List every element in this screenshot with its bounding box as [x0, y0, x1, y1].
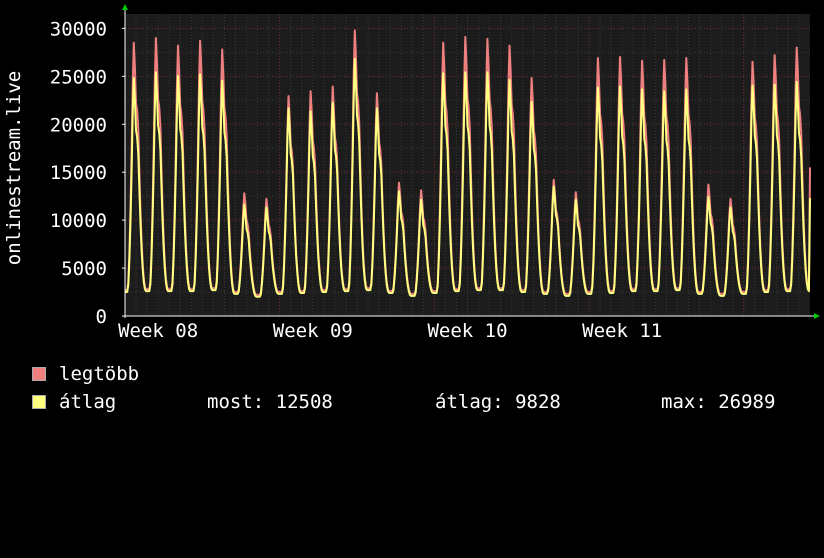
- axes: [122, 4, 820, 319]
- y-ticks: 0 5000 10000 15000 20000 25000 30000: [50, 18, 125, 328]
- grid: [124, 14, 810, 316]
- x-tick-label: Week 09: [273, 320, 353, 342]
- legend-label-avg: átlag: [59, 391, 117, 413]
- legend-swatch-avg: [32, 395, 46, 409]
- y-tick-label: 0: [96, 306, 107, 328]
- y-tick-label: 25000: [50, 66, 107, 88]
- x-tick-label: Week 11: [582, 320, 662, 342]
- y-axis-label: onlinestream.live: [3, 71, 25, 265]
- y-tick-label: 10000: [50, 210, 107, 232]
- y-tick-label: 30000: [50, 18, 107, 40]
- legend-swatch-max: [32, 367, 46, 381]
- series-line-avg: [125, 57, 811, 298]
- stat-now: most: 12508: [207, 391, 333, 413]
- graph-panel: 0 5000 10000 15000 20000 25000 30000 Week 08 We…: [3, 4, 820, 414]
- x-tick-label: Week 10: [427, 320, 507, 342]
- x-tick-label: Week 08: [118, 320, 198, 342]
- y-tick-label: 20000: [50, 114, 107, 136]
- legend-label-max: legtöbb: [59, 363, 140, 385]
- y-axis-arrow: [122, 4, 128, 10]
- stat-maximum: max: 26989: [661, 391, 776, 413]
- x-ticks: Week 08 Week 09 Week 10 Week 11: [118, 320, 662, 342]
- stat-average: átlag: 9828: [435, 391, 561, 413]
- legend-item-avg: átlag most: 12508 átlag: 9828 max: 26989: [32, 390, 812, 414]
- y-tick-label: 5000: [61, 258, 107, 280]
- legend-item-max: legtöbb: [32, 362, 139, 386]
- y-tick-label: 15000: [50, 162, 107, 184]
- series-layer: [125, 29, 811, 298]
- x-axis-arrow: [814, 313, 820, 319]
